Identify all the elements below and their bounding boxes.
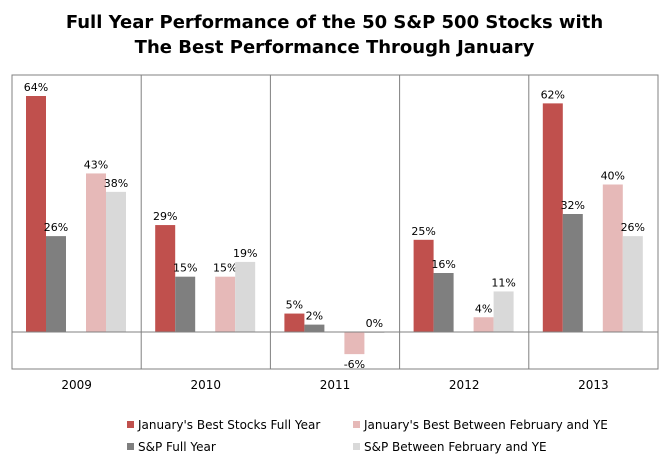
- bar: [602, 184, 623, 332]
- data-label: 2%: [306, 310, 323, 323]
- data-label: 40%: [601, 170, 625, 183]
- data-label: 16%: [431, 258, 455, 271]
- chart-title-line-2: The Best Performance Through January: [134, 37, 535, 58]
- legend-label-2: January's Best Between February and YE: [364, 418, 608, 432]
- bar: [622, 236, 643, 332]
- x-tick-label: 2013: [578, 378, 609, 392]
- legend-swatch-3: [353, 443, 360, 450]
- data-label: 4%: [475, 302, 492, 315]
- bar: [235, 261, 256, 332]
- legend-item-1: S&P Full Year: [127, 440, 216, 454]
- legend-label-0: January's Best Stocks Full Year: [138, 418, 321, 432]
- legend-label-1: S&P Full Year: [138, 440, 216, 454]
- chart-title: Full Year Performance of the 50 S&P 500 …: [0, 10, 669, 60]
- data-label: 5%: [286, 299, 303, 312]
- data-label: 43%: [84, 158, 108, 171]
- bar: [26, 96, 46, 332]
- bar: [284, 313, 305, 332]
- bar: [493, 291, 514, 332]
- bar: [562, 214, 583, 332]
- bar: [46, 236, 66, 332]
- data-label: 15%: [173, 262, 197, 275]
- bar: [86, 173, 106, 332]
- bar: [155, 225, 176, 332]
- legend-item-3: S&P Between February and YE: [353, 440, 547, 454]
- bar: [175, 276, 196, 332]
- chart-title-line-1: Full Year Performance of the 50 S&P 500 …: [65, 12, 604, 33]
- data-label: 19%: [233, 247, 257, 260]
- data-label: 32%: [561, 199, 585, 212]
- legend-item-2: January's Best Between February and YE: [353, 418, 608, 432]
- data-label: 62%: [541, 88, 565, 101]
- bar: [106, 191, 126, 332]
- bar: [542, 103, 563, 332]
- legend-label-3: S&P Between February and YE: [364, 440, 547, 454]
- data-label: 64%: [24, 81, 48, 94]
- data-label: 25%: [411, 225, 435, 238]
- bar: [215, 276, 236, 332]
- bar: [433, 273, 454, 332]
- data-label: 0%: [366, 317, 383, 330]
- x-tick-label: 2010: [191, 378, 222, 392]
- plot-area-border: [11, 74, 659, 370]
- data-label: -6%: [344, 358, 365, 371]
- data-label: 15%: [213, 262, 237, 275]
- legend-item-0: January's Best Stocks Full Year: [127, 418, 320, 432]
- data-label: 29%: [153, 210, 177, 223]
- legend-swatch-1: [127, 443, 134, 450]
- legend-swatch-0: [127, 421, 134, 428]
- x-tick-label: 2009: [61, 378, 92, 392]
- data-label: 26%: [44, 221, 68, 234]
- bar: [344, 332, 365, 355]
- x-tick-label: 2012: [449, 378, 480, 392]
- data-label: 26%: [621, 221, 645, 234]
- bar: [473, 317, 494, 332]
- bar: [413, 239, 434, 332]
- x-tick-label: 2011: [320, 378, 351, 392]
- bar: [304, 324, 325, 332]
- legend-swatch-2: [353, 421, 360, 428]
- data-label: 11%: [491, 276, 515, 289]
- data-label: 38%: [104, 177, 128, 190]
- bar-chart: 64% 29% 5% 25% 62% 26% 15% 2% 16% 32% 43% 15% -6% 4% 4…: [11, 74, 659, 392]
